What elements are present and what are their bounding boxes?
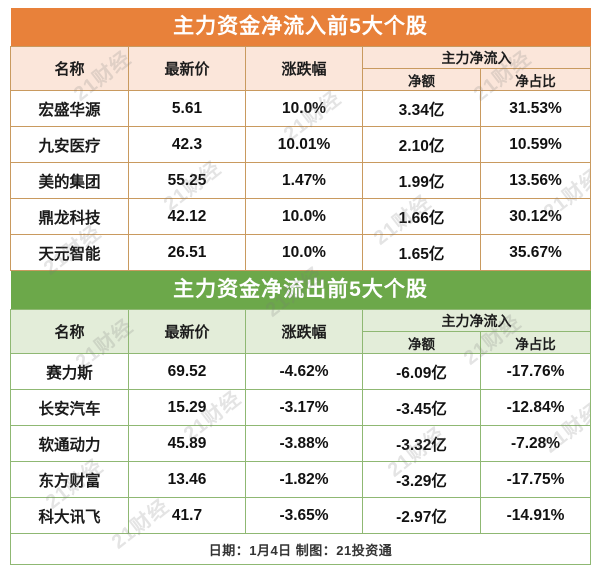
- cell-net-amount: 3.34亿: [362, 90, 481, 127]
- table-row: 科大讯飞 41.7 -3.65% -2.97亿 -14.91%: [10, 497, 591, 534]
- cell-net-amount: 2.10亿: [362, 126, 481, 163]
- stock-flow-board: 21财经 21财经 21财经 21财经 21财经 21财经 21财经 21财经 …: [10, 8, 591, 565]
- outflow-title-row: 主力资金净流出前5大个股: [10, 271, 591, 310]
- cell-stock-name: 软通动力: [10, 425, 129, 462]
- cell-stock-name: 鼎龙科技: [10, 198, 129, 235]
- cell-net-amount: 1.65亿: [362, 234, 481, 271]
- table-row: 天元智能 26.51 10.0% 1.65亿 35.67%: [10, 234, 591, 271]
- cell-price: 55.25: [128, 162, 246, 199]
- cell-stock-name: 美的集团: [10, 162, 129, 199]
- column-header-change: 涨跌幅: [245, 309, 363, 354]
- outflow-table: 主力资金净流出前5大个股 名称 最新价 涨跌幅 主力净流入 净额 净占比 赛力斯…: [10, 271, 591, 565]
- outflow-title: 主力资金净流出前5大个股: [10, 271, 591, 310]
- column-header-net-ratio: 净占比: [480, 68, 591, 91]
- cell-net-amount: 1.99亿: [362, 162, 481, 199]
- table-row: 美的集团 55.25 1.47% 1.99亿 13.56%: [10, 162, 591, 199]
- cell-change: 1.47%: [245, 162, 363, 199]
- column-header-net-amount: 净额: [362, 68, 481, 91]
- cell-change: -3.65%: [245, 497, 363, 534]
- cell-net-ratio: -14.91%: [480, 497, 591, 534]
- cell-price: 69.52: [128, 353, 246, 390]
- table-row: 九安医疗 42.3 10.01% 2.10亿 10.59%: [10, 126, 591, 163]
- cell-net-amount: -6.09亿: [362, 353, 481, 390]
- cell-stock-name: 天元智能: [10, 234, 129, 271]
- inflow-title-row: 主力资金净流入前5大个股: [10, 8, 591, 47]
- inflow-header-row-sub: 净额 净占比: [11, 68, 591, 91]
- column-header-net-amount: 净额: [362, 331, 481, 354]
- cell-stock-name: 长安汽车: [10, 389, 129, 426]
- cell-net-ratio: -17.76%: [480, 353, 591, 390]
- cell-change: 10.0%: [245, 234, 363, 271]
- cell-price: 5.61: [128, 90, 246, 127]
- table-row: 东方财富 13.46 -1.82% -3.29亿 -17.75%: [10, 461, 591, 498]
- cell-price: 42.3: [128, 126, 246, 163]
- inflow-table: 主力资金净流入前5大个股 名称 最新价 涨跌幅 主力净流入 净额 净占比 宏盛华…: [10, 8, 591, 271]
- cell-stock-name: 东方财富: [10, 461, 129, 498]
- cell-stock-name: 宏盛华源: [10, 90, 129, 127]
- cell-price: 45.89: [128, 425, 246, 462]
- cell-net-ratio: 30.12%: [480, 198, 591, 235]
- cell-stock-name: 科大讯飞: [10, 497, 129, 534]
- cell-net-ratio: 13.56%: [480, 162, 591, 199]
- cell-change: -3.88%: [245, 425, 363, 462]
- column-header-price: 最新价: [128, 46, 246, 91]
- cell-change: -1.82%: [245, 461, 363, 498]
- table-row: 宏盛华源 5.61 10.0% 3.34亿 31.53%: [10, 90, 591, 127]
- column-header-net-ratio: 净占比: [480, 331, 591, 354]
- column-header-name: 名称: [10, 309, 129, 354]
- cell-price: 42.12: [128, 198, 246, 235]
- cell-net-ratio: -12.84%: [480, 389, 591, 426]
- cell-stock-name: 九安医疗: [10, 126, 129, 163]
- cell-net-amount: -2.97亿: [362, 497, 481, 534]
- table-row: 长安汽车 15.29 -3.17% -3.45亿 -12.84%: [10, 389, 591, 426]
- cell-net-amount: -3.29亿: [362, 461, 481, 498]
- inflow-header-row-top: 名称 最新价 涨跌幅 主力净流入: [10, 46, 591, 91]
- cell-net-ratio: 31.53%: [480, 90, 591, 127]
- outflow-header-row-top: 名称 最新价 涨跌幅 主力净流入: [10, 309, 591, 354]
- column-header-change: 涨跌幅: [245, 46, 363, 91]
- footer-row: 日期：1月4日 制图：21投资通: [10, 533, 591, 565]
- cell-net-amount: -3.45亿: [362, 389, 481, 426]
- cell-net-ratio: 35.67%: [480, 234, 591, 271]
- cell-change: 10.0%: [245, 90, 363, 127]
- cell-price: 13.46: [128, 461, 246, 498]
- cell-net-ratio: -17.75%: [480, 461, 591, 498]
- cell-net-amount: 1.66亿: [362, 198, 481, 235]
- cell-change: -4.62%: [245, 353, 363, 390]
- outflow-header-row-sub: 净额 净占比: [11, 331, 591, 354]
- column-header-price: 最新价: [128, 309, 246, 354]
- column-header-group-net-flow: 主力净流入: [362, 309, 591, 332]
- cell-price: 15.29: [128, 389, 246, 426]
- inflow-title: 主力资金净流入前5大个股: [10, 8, 591, 47]
- cell-net-ratio: -7.28%: [480, 425, 591, 462]
- chart-footer-credit: 日期：1月4日 制图：21投资通: [10, 533, 591, 565]
- cell-price: 41.7: [128, 497, 246, 534]
- cell-price: 26.51: [128, 234, 246, 271]
- table-row: 鼎龙科技 42.12 10.0% 1.66亿 30.12%: [10, 198, 591, 235]
- cell-change: -3.17%: [245, 389, 363, 426]
- cell-net-amount: -3.32亿: [362, 425, 481, 462]
- column-header-group-net-flow: 主力净流入: [362, 46, 591, 69]
- cell-change: 10.01%: [245, 126, 363, 163]
- table-row: 赛力斯 69.52 -4.62% -6.09亿 -17.76%: [10, 353, 591, 390]
- cell-stock-name: 赛力斯: [10, 353, 129, 390]
- table-row: 软通动力 45.89 -3.88% -3.32亿 -7.28%: [10, 425, 591, 462]
- inflow-table-section: 主力资金净流入前5大个股 名称 最新价 涨跌幅 主力净流入 净额 净占比 宏盛华…: [10, 8, 591, 271]
- cell-net-ratio: 10.59%: [480, 126, 591, 163]
- column-header-name: 名称: [10, 46, 129, 91]
- outflow-table-section: 主力资金净流出前5大个股 名称 最新价 涨跌幅 主力净流入 净额 净占比 赛力斯…: [10, 271, 591, 565]
- cell-change: 10.0%: [245, 198, 363, 235]
